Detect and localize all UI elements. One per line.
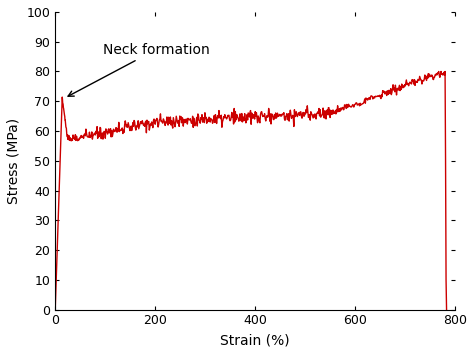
X-axis label: Strain (%): Strain (%) (220, 333, 290, 347)
Text: Neck formation: Neck formation (68, 42, 210, 96)
Y-axis label: Stress (MPa): Stress (MPa) (7, 118, 21, 204)
